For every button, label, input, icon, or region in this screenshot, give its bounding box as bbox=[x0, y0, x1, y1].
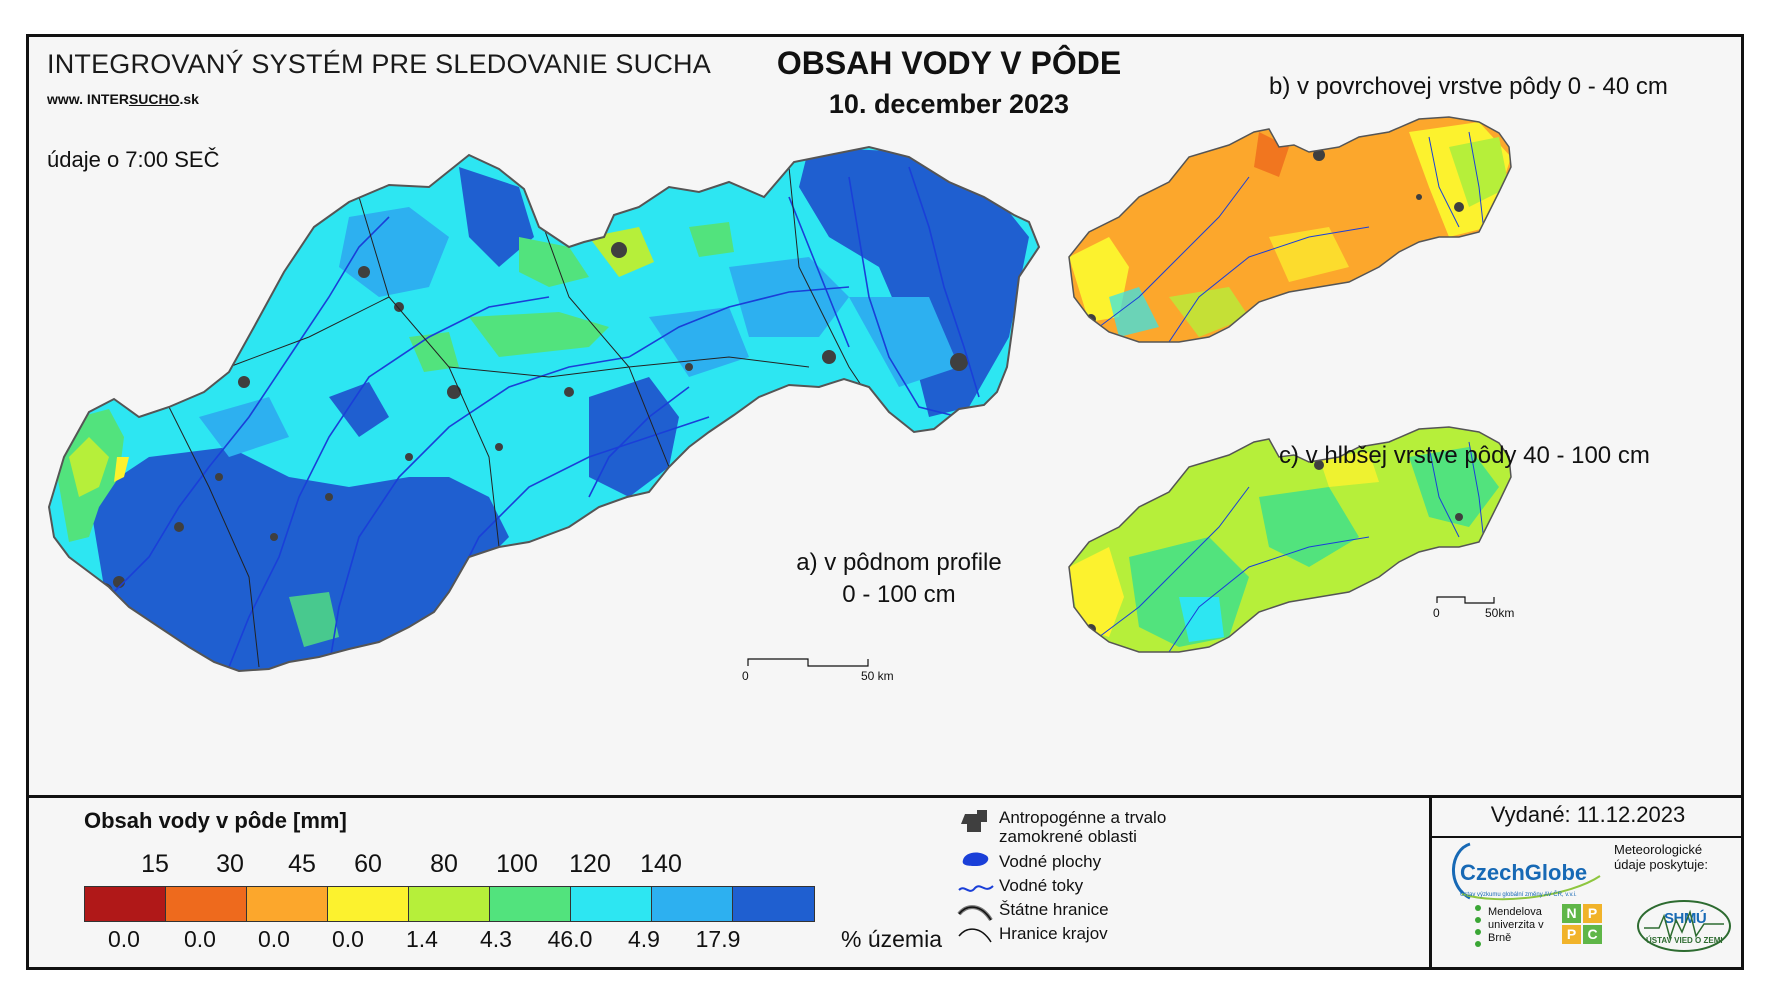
legend-color-swatch bbox=[652, 887, 733, 921]
legend-threshold: 100 bbox=[496, 850, 538, 878]
meteo-data-text: Meteorologické údaje poskytuje: bbox=[1614, 842, 1708, 872]
legend-pct: 0.0 bbox=[184, 926, 216, 952]
nppc-letter: C bbox=[1583, 925, 1602, 944]
legend-threshold: 80 bbox=[430, 850, 458, 878]
legend-color-swatch bbox=[166, 887, 247, 921]
region-border-icon bbox=[958, 928, 992, 943]
czechglobe-name: CzechGlobe bbox=[1460, 860, 1588, 885]
map-frame: INTEGROVANÝ SYSTÉM PRE SLEDOVANIE SUCHA … bbox=[26, 34, 1744, 970]
legend-colorbar bbox=[84, 886, 815, 922]
legend-pct: 4.9 bbox=[628, 926, 660, 952]
czechglobe-subtitle: Ústav výzkumu globální změny AV ČR, v.v.… bbox=[1460, 892, 1577, 898]
legend-threshold: 140 bbox=[640, 850, 682, 878]
nppc-letter: P bbox=[1583, 904, 1602, 923]
state-border-main bbox=[47, 145, 1041, 673]
symbol-region-border-label: Hranice krajov bbox=[999, 924, 1108, 943]
legend-threshold: 60 bbox=[354, 850, 382, 878]
legend-pct: 17.9 bbox=[695, 926, 741, 952]
legend-threshold: 15 bbox=[141, 850, 169, 878]
symbol-rivers-label: Vodné toky bbox=[999, 876, 1084, 895]
nppc-logo: N P P C bbox=[1562, 904, 1608, 946]
nppc-letter: P bbox=[1562, 925, 1581, 944]
scale-bar-main bbox=[747, 658, 869, 667]
mendel-dots-icon bbox=[1475, 905, 1481, 947]
mendel-university: Mendelova univerzita v Brně bbox=[1488, 906, 1544, 944]
state-border-c bbox=[1068, 426, 1512, 653]
legend-color-swatch bbox=[247, 887, 328, 921]
legend-threshold: 45 bbox=[288, 850, 316, 878]
legend-threshold: 30 bbox=[216, 850, 244, 878]
rivers-main bbox=[108, 166, 980, 668]
scale-small-start: 0 bbox=[1433, 606, 1440, 620]
map-a-label-line1: a) v pôdnom profile bbox=[796, 549, 1002, 576]
symbol-urban-label: Antropogénne a trvalo zamokrené oblasti bbox=[999, 808, 1167, 846]
urban-area-icon bbox=[961, 810, 987, 832]
website-emph: SUCHO bbox=[128, 91, 180, 107]
legend-color-swatch bbox=[733, 887, 814, 921]
map-a-label-line2: 0 - 100 cm bbox=[842, 581, 956, 608]
legend-pct: 0.0 bbox=[258, 926, 290, 952]
uvz-name: ÚSTAV VIED O ZEMI bbox=[1646, 936, 1723, 945]
uvz-logo-icon bbox=[1637, 900, 1731, 952]
legend-color-swatch bbox=[85, 887, 166, 921]
legend-panel: Obsah vody v pôde [mm] 15 30 45 60 80 10… bbox=[29, 795, 1744, 970]
map-c-label: c) v hlbšej vrstve pôdy 40 - 100 cm bbox=[1279, 442, 1650, 469]
river-icon bbox=[958, 885, 994, 892]
symbol-water-label: Vodné plochy bbox=[999, 852, 1102, 871]
legend-color-swatch bbox=[490, 887, 571, 921]
data-time: údaje o 7:00 SEČ bbox=[47, 147, 220, 172]
scale-main-start: 0 bbox=[742, 669, 749, 683]
map-area: INTEGROVANÝ SYSTÉM PRE SLEDOVANIE SUCHA … bbox=[29, 37, 1741, 795]
website-link[interactable]: www. INTERSUCHO.sk bbox=[47, 91, 199, 107]
map-b-label: b) v povrchovej vrstve pôdy 0 - 40 cm bbox=[1269, 73, 1668, 100]
legend-title: Obsah vody v pôde [mm] bbox=[84, 808, 347, 833]
symbol-state-border-label: Štátne hranice bbox=[999, 900, 1109, 919]
map-date: 10. december 2023 bbox=[828, 89, 1070, 119]
water-body-icon bbox=[962, 852, 989, 866]
legend-pct: 1.4 bbox=[406, 926, 438, 952]
symbol-legend-icons bbox=[957, 810, 994, 943]
credits-box: Vydané: 11.12.2023 CzechGlobe Ústav výzk… bbox=[1429, 798, 1744, 970]
map-a-label: a) v pôdnom profile 0 - 100 cm bbox=[789, 547, 1009, 611]
nppc-letter: N bbox=[1562, 904, 1581, 923]
legend-color-swatch bbox=[409, 887, 490, 921]
system-title: INTEGROVANÝ SYSTÉM PRE SLEDOVANIE SUCHA bbox=[47, 49, 711, 79]
scale-main-end: 50 km bbox=[861, 669, 894, 683]
legend-pct: 0.0 bbox=[332, 926, 364, 952]
maps-svg bbox=[47, 116, 1512, 673]
scale-small-end: 50km bbox=[1485, 606, 1515, 620]
region-borders-main bbox=[168, 166, 880, 668]
website-prefix: www. INTER bbox=[47, 91, 129, 107]
legend-pct: 0.0 bbox=[108, 926, 140, 952]
legend-pct: 46.0 bbox=[547, 926, 593, 952]
czechglobe-logo bbox=[1452, 842, 1601, 901]
state-border-icon-line bbox=[958, 906, 992, 921]
scale-bar-small bbox=[1436, 596, 1495, 604]
legend-unit: % územia bbox=[841, 926, 942, 952]
legend-color-swatch bbox=[571, 887, 652, 921]
state-border-b bbox=[1068, 116, 1512, 343]
legend-color-swatch bbox=[328, 887, 409, 921]
legend-threshold: 120 bbox=[569, 850, 611, 878]
legend-pct: 4.3 bbox=[480, 926, 512, 952]
map-b bbox=[1069, 117, 1511, 342]
website-suffix: .sk bbox=[179, 91, 199, 107]
main-title: OBSAH VODY V PÔDE bbox=[776, 45, 1122, 81]
issued-date: Vydané: 11.12.2023 bbox=[1432, 802, 1744, 838]
